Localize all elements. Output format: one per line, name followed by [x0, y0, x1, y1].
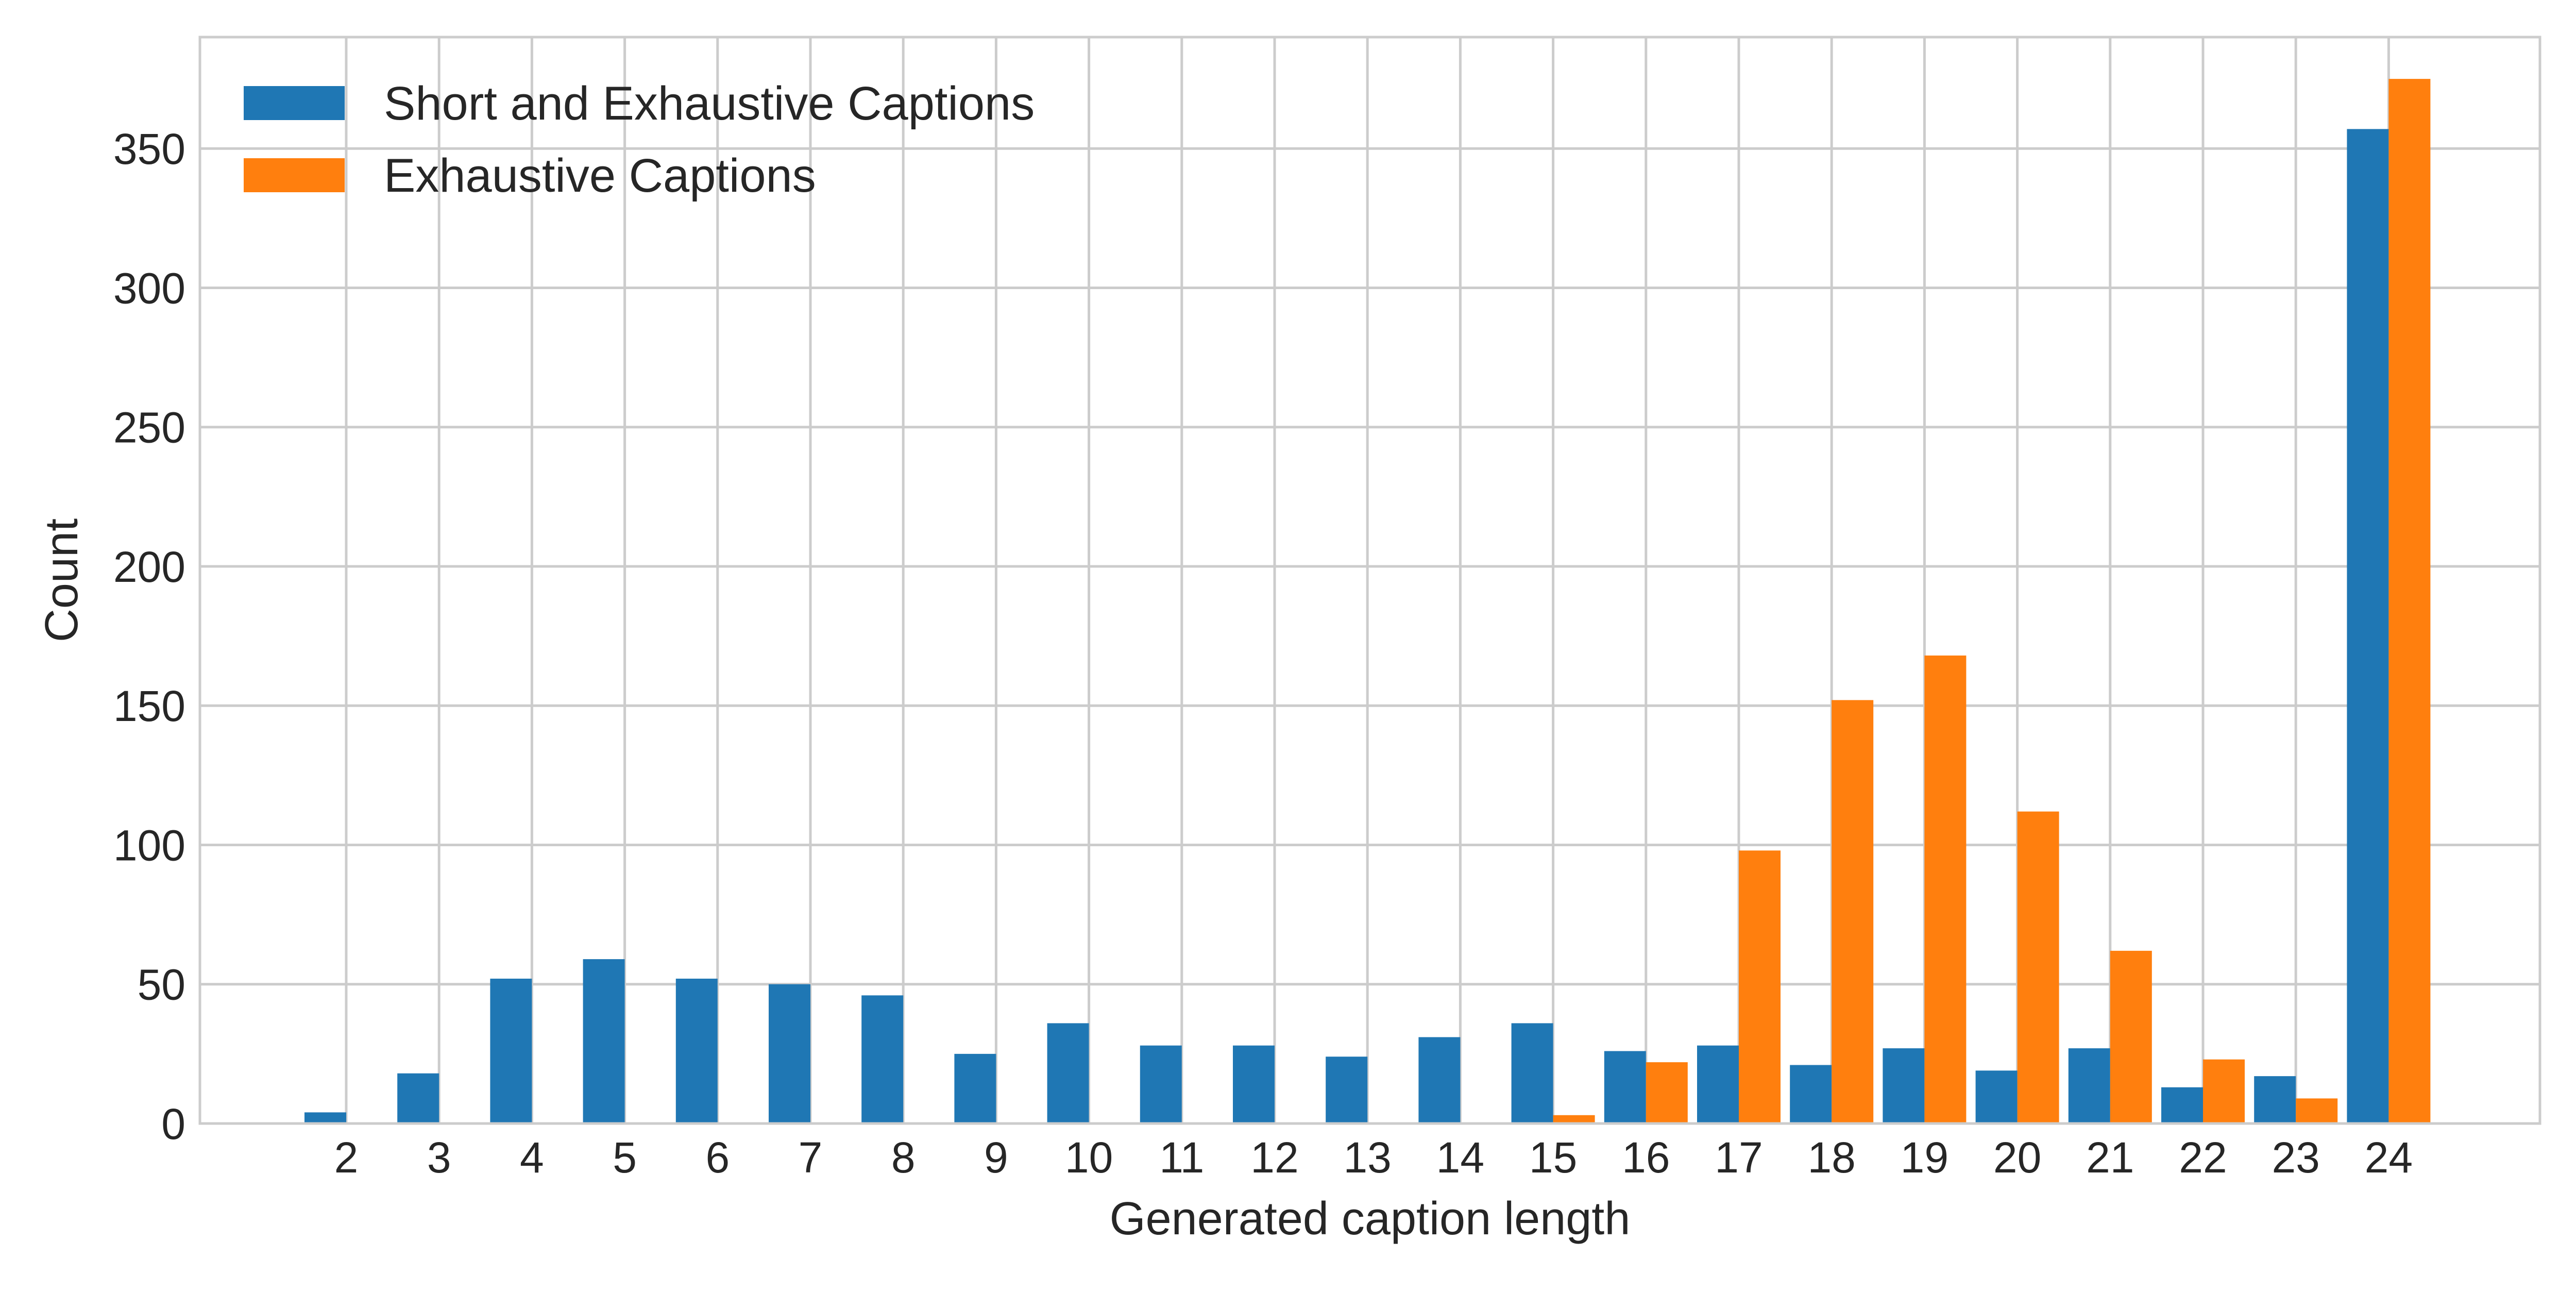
grid-lines	[200, 37, 2540, 1125]
bar-short-and-exhaustive-9	[954, 1053, 996, 1124]
x-tick-label: 11	[1159, 1133, 1204, 1182]
bar-short-and-exhaustive-18	[1790, 1065, 1832, 1124]
x-tick-label: 18	[1807, 1133, 1855, 1182]
x-tick-label: 10	[1065, 1133, 1113, 1182]
bar-short-and-exhaustive-14	[1418, 1037, 1461, 1124]
bar-short-and-exhaustive-2	[304, 1112, 346, 1124]
bar-exhaustive-21	[2110, 950, 2152, 1124]
bar-exhaustive-22	[2203, 1059, 2245, 1124]
bar-short-and-exhaustive-8	[861, 995, 904, 1124]
y-tick-label: 200	[113, 543, 185, 591]
bar-short-and-exhaustive-4	[490, 978, 532, 1124]
x-tick-label: 21	[2086, 1133, 2134, 1182]
bar-exhaustive-17	[1739, 850, 1781, 1124]
bar-exhaustive-24	[2388, 79, 2431, 1124]
x-tick-label: 17	[1715, 1133, 1762, 1182]
y-tick-label: 100	[113, 821, 185, 869]
x-tick-label: 20	[1993, 1133, 2041, 1182]
x-tick-label: 8	[891, 1133, 916, 1182]
x-tick-label: 22	[2179, 1133, 2227, 1182]
bar-short-and-exhaustive-15	[1511, 1023, 1553, 1124]
y-tick-labels: 0 50 100 150 200 250 300 350	[113, 125, 185, 1148]
bar-short-and-exhaustive-24	[2347, 129, 2389, 1124]
legend-label-short-and-exhaustive: Short and Exhaustive Captions	[384, 77, 1035, 130]
bar-short-and-exhaustive-3	[397, 1073, 439, 1124]
y-tick-label: 350	[113, 125, 185, 173]
bar-exhaustive-15	[1553, 1115, 1595, 1124]
x-tick-label: 2	[334, 1133, 359, 1182]
bars	[304, 79, 2431, 1124]
x-tick-label: 19	[1901, 1133, 1948, 1182]
y-tick-label: 250	[113, 404, 185, 452]
x-tick-label: 15	[1529, 1133, 1577, 1182]
x-tick-label: 24	[2365, 1133, 2413, 1182]
y-axis-label: Count	[36, 518, 88, 642]
bar-short-and-exhaustive-16	[1604, 1051, 1646, 1124]
bar-short-and-exhaustive-17	[1697, 1045, 1739, 1124]
x-tick-label: 6	[705, 1133, 730, 1182]
bar-exhaustive-19	[1924, 655, 1967, 1124]
x-tick-label: 12	[1250, 1133, 1298, 1182]
legend-swatch-exhaustive	[244, 158, 345, 192]
x-tick-label: 3	[427, 1133, 451, 1182]
bar-short-and-exhaustive-10	[1047, 1023, 1089, 1124]
x-tick-label: 16	[1622, 1133, 1670, 1182]
bar-short-and-exhaustive-21	[2068, 1048, 2110, 1124]
y-tick-label: 300	[113, 264, 185, 312]
bar-short-and-exhaustive-19	[1883, 1048, 1925, 1124]
x-tick-label: 5	[613, 1133, 637, 1182]
y-tick-label: 50	[138, 961, 185, 1009]
bar-exhaustive-23	[2296, 1098, 2338, 1124]
legend-label-exhaustive: Exhaustive Captions	[384, 149, 816, 202]
y-tick-label: 0	[161, 1100, 185, 1148]
y-tick-label: 150	[113, 682, 185, 730]
x-tick-label: 23	[2272, 1133, 2319, 1182]
x-tick-label: 4	[520, 1133, 544, 1182]
bar-short-and-exhaustive-13	[1326, 1057, 1368, 1124]
bar-short-and-exhaustive-23	[2254, 1076, 2296, 1124]
bar-short-and-exhaustive-20	[1975, 1070, 2018, 1124]
bar-short-and-exhaustive-11	[1140, 1045, 1182, 1124]
bar-exhaustive-16	[1646, 1062, 1688, 1124]
x-tick-label: 9	[984, 1133, 1008, 1182]
bar-short-and-exhaustive-12	[1233, 1045, 1275, 1124]
x-tick-label: 14	[1436, 1133, 1484, 1182]
legend: Short and Exhaustive Captions Exhaustive…	[244, 77, 1035, 202]
bar-exhaustive-18	[1832, 700, 1874, 1124]
x-tick-label: 7	[799, 1133, 823, 1182]
bar-short-and-exhaustive-5	[583, 959, 625, 1124]
legend-swatch-short-and-exhaustive	[244, 86, 345, 120]
x-tick-label: 13	[1343, 1133, 1391, 1182]
x-tick-labels: 2 3 4 5 6 7 8 9 10 11 12 13 14 15 16 17 18 19 20 21 22 23 24	[334, 1133, 2413, 1182]
bar-exhaustive-20	[2017, 811, 2059, 1124]
bar-short-and-exhaustive-6	[675, 978, 718, 1124]
plot-frame	[198, 36, 2541, 1125]
bar-short-and-exhaustive-22	[2161, 1087, 2203, 1124]
x-axis-label: Generated caption length	[1110, 1193, 1631, 1245]
bar-short-and-exhaustive-7	[769, 984, 810, 1124]
